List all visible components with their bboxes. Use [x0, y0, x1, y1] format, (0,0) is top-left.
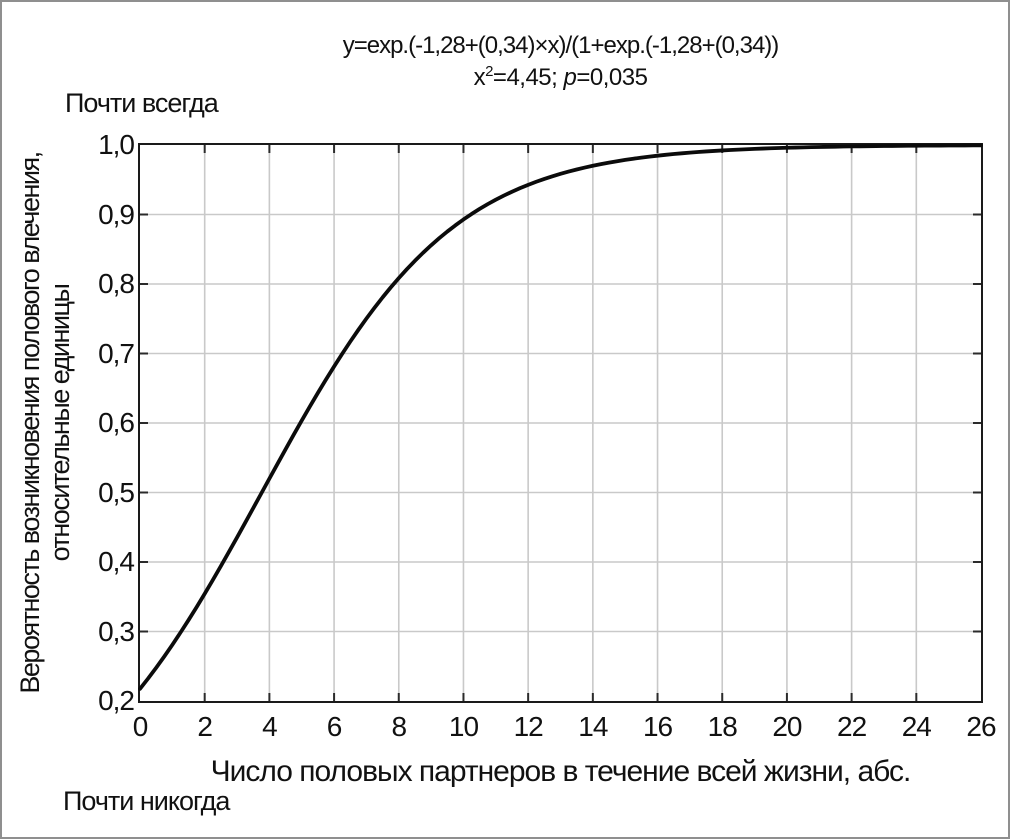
- y-tick-label: 1,0: [98, 129, 135, 160]
- x-tick-label: 8: [391, 711, 407, 742]
- y-axis-title: Вероятность возникновения полового влече…: [15, 143, 77, 703]
- y-tick-label: 0,3: [98, 615, 135, 647]
- x-tick-label: 20: [772, 711, 802, 742]
- annotation-almost-always: Почти всегда: [65, 88, 219, 118]
- x-tick-label: 4: [262, 711, 278, 742]
- chi-square-base: x: [473, 64, 486, 91]
- annotation-almost-never: Почти никогда: [63, 786, 230, 816]
- chi-square-value: =4,45;: [492, 64, 564, 91]
- y-tick-label: 0,2: [98, 685, 135, 716]
- x-tick-label: 14: [578, 711, 608, 742]
- y-tick-label: 0,8: [98, 268, 135, 299]
- y-axis-title-line1: Вероятность возникновения полового влече…: [15, 152, 45, 694]
- x-tick-label: 0: [132, 711, 149, 742]
- y-tick-label: 0,5: [98, 476, 135, 508]
- x-tick-label: 24: [901, 711, 932, 742]
- y-tick-label: 0,7: [98, 337, 135, 369]
- x-axis-title: Число половых партнеров в течение всей ж…: [210, 755, 912, 788]
- chi-square-exponent: 2: [485, 63, 493, 80]
- p-value: =0,035: [576, 64, 648, 91]
- y-tick-label: 0,9: [98, 198, 135, 230]
- logistic-curve: [138, 143, 983, 691]
- x-tick-label: 6: [326, 711, 343, 742]
- x-tick-label: 22: [837, 711, 867, 742]
- x-tick-label: 16: [642, 711, 673, 742]
- plot-svg: [138, 143, 983, 701]
- x-tick-label: 2: [197, 711, 213, 742]
- x-tick-label: 26: [966, 711, 996, 742]
- y-tick-label: 0,6: [98, 407, 135, 438]
- plot-area: [138, 143, 983, 703]
- y-tick-label: 0,4: [98, 546, 135, 577]
- p-symbol: p: [563, 64, 577, 91]
- chart-title-stats: x2=4,45; p=0,035: [138, 64, 983, 92]
- x-tick-label: 10: [448, 711, 479, 742]
- y-axis-title-line2: относительные единицы: [45, 284, 75, 562]
- x-tick-label: 18: [707, 711, 738, 742]
- x-tick-label: 12: [513, 711, 544, 742]
- chart-title-formula: y=exp.(-1,28+(0,34)×x)/(1+exp.(-1,28+(0,…: [342, 32, 780, 59]
